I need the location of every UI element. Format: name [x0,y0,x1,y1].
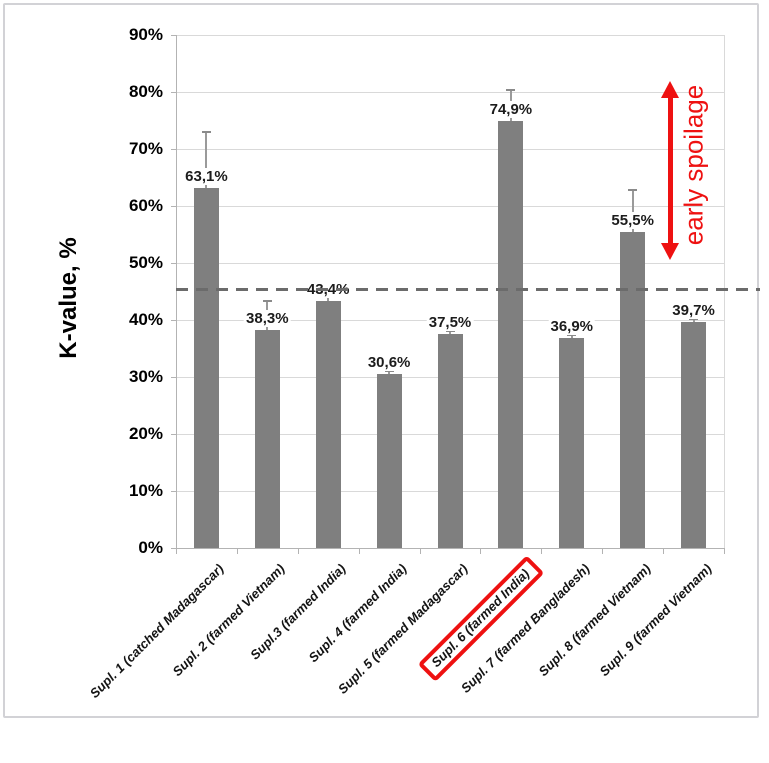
axis-tick [358,548,360,554]
y-axis-tick-label: 50% [128,253,163,272]
x-axis-line [176,548,724,549]
axis-tick [171,149,176,150]
axis-tick [171,263,176,264]
x-axis-label-text: Supl. 8 (farmed Vietnam) [535,561,654,680]
x-axis-label-text: Supl. 9 (farmed Vietnam) [596,561,715,680]
early-spoilage-label: early spoilage [678,84,709,246]
arrow-shaft [667,94,673,247]
axis-tick [541,548,543,554]
bar-value-label: 63,1% [183,168,230,186]
error-bar [449,331,451,335]
bar [193,188,219,548]
error-bar-cap [689,318,699,321]
gridline [176,263,724,264]
axis-tick [236,548,238,554]
axis-tick [171,92,176,93]
y-axis-tick-label: 30% [128,367,163,386]
error-bar-cap [628,189,638,192]
error-bar-cap [384,370,394,373]
error-bar [570,335,573,338]
y-axis-line [176,35,177,548]
plot-right-border [724,35,725,548]
axis-tick [171,491,176,492]
bar [620,231,646,548]
bar [254,329,280,548]
gridline [176,149,724,150]
bar [559,337,585,548]
axis-tick [297,548,299,554]
error-bar [692,319,695,322]
axis-tick [171,35,176,36]
error-bar [205,131,208,189]
bar-value-label: 74,9% [487,101,535,119]
axis-tick [171,320,176,321]
axis-tick [171,377,176,378]
axis-tick [176,548,177,554]
axis-tick [171,206,176,207]
bar [437,334,463,548]
error-bar-cap [567,334,577,337]
bar [315,300,341,548]
axis-tick [724,548,725,554]
bar-value-label: 55,5% [609,211,656,229]
y-axis-title: K-value, % [55,237,82,359]
bar-chart: K-value, % 0% 10% 20% 30% 40% 50% 60% 70% 80% 90%… [3,3,760,718]
bar-value-label: 36,9% [548,317,596,335]
y-axis-tick-label: 70% [128,139,163,158]
arrow-head-up-icon [661,80,679,98]
bar-value-label: 30,6% [365,353,413,371]
axis-tick [171,548,176,549]
error-bar [388,371,391,374]
early-spoilage-arrow-icon [661,80,679,261]
error-bar [327,297,330,301]
x-axis-label-text: Supl. 2 (farmed Vietnam) [169,561,288,680]
bar-value-label: 39,7% [670,301,717,319]
arrow-head-down-icon [661,243,679,261]
x-axis-label-text: Supl. 5 (farmed Madagascar) [334,561,471,697]
y-axis-tick-label: 0% [138,538,163,557]
error-bar-cap [262,300,272,303]
error-bar-cap [445,330,455,333]
y-axis-tick-label: 90% [128,25,163,44]
threshold-dashed-line [176,288,760,292]
error-bar-cap [201,130,211,133]
y-axis-tick-label: 80% [128,82,163,101]
axis-tick [602,548,604,554]
axis-tick [480,548,482,554]
axis-tick [663,548,665,554]
bar-value-label: 38,3% [244,309,291,327]
y-axis-tick-label: 40% [128,310,163,329]
bar [498,121,524,548]
error-bar-cap [506,89,516,92]
axis-tick [419,548,421,554]
y-axis-tick-label: 60% [128,196,163,215]
gridline [176,92,724,93]
bar [681,321,707,548]
bar-value-label: 37,5% [426,314,474,332]
gridline [176,206,724,207]
gridline [176,35,724,36]
bar [376,373,402,548]
error-bar [631,190,634,232]
axis-tick [171,434,176,435]
y-axis-tick-label: 20% [128,424,163,443]
y-axis-tick-label: 10% [128,481,163,500]
